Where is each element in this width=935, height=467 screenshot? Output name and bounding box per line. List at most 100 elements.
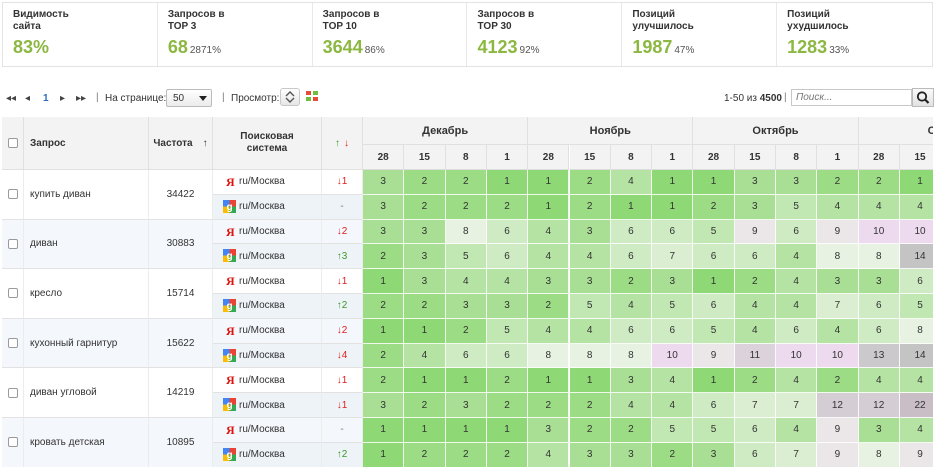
date-header[interactable]: 8 [610,145,653,170]
position-value: 4 [834,325,841,337]
date-header[interactable]: 15 [569,145,611,170]
arrow-down-icon: ↓ [336,275,342,287]
row-select-cell[interactable] [2,170,24,220]
row-select-cell[interactable] [2,418,24,467]
position-cell: 3 [528,269,570,294]
position-value: 4 [628,176,634,188]
row-checkbox[interactable] [7,338,18,349]
date-label: 15 [914,151,926,163]
position-cell: 4 [776,244,818,270]
row-select-cell[interactable] [2,269,24,319]
row-checkbox[interactable] [7,387,18,398]
date-header[interactable]: 1 [486,145,529,170]
position-cell: 3 [858,418,900,443]
position-cell: 22 [899,393,933,418]
column-header-search-engine[interactable]: Поисковая система [213,117,322,170]
position-value: 9 [834,449,841,461]
query-text: кресло [30,287,63,299]
date-header[interactable]: 28 [693,145,735,170]
date-header[interactable]: 1 [652,145,694,170]
google-icon: g [223,249,236,263]
position-cell: 1 [445,368,487,394]
position-value: 4 [917,424,923,436]
current-page[interactable]: 1 [43,93,49,104]
row-select-cell[interactable] [2,219,24,270]
date-header[interactable]: 28 [363,145,405,170]
date-header[interactable]: 28 [528,145,570,170]
select-all-cell[interactable] [2,117,24,170]
first-page-button[interactable]: ◂◂ [6,93,17,104]
position-value: 3 [793,176,799,188]
position-value: 2 [586,424,593,436]
search-button[interactable] [912,88,934,107]
position-value: 1 [545,374,552,386]
position-value: 5 [710,325,717,337]
row-select-cell[interactable] [2,368,24,418]
position-value: 7 [834,300,841,312]
yandex-icon: Я [226,224,235,239]
row-checkbox[interactable] [7,437,18,448]
arrow-up-icon: ↑ [335,137,340,149]
prev-page-button[interactable]: ◂ [25,93,31,104]
position-value: 3 [462,300,469,312]
column-header-change[interactable]: ↑ ↓ [322,117,363,170]
select-all-checkbox[interactable] [7,138,18,148]
position-value: 5 [462,250,469,262]
date-header[interactable]: 15 [404,145,446,170]
date-header[interactable]: 1 [817,145,859,170]
change-value: 1 [341,399,348,411]
position-value: 11 [749,349,761,361]
google-icon: g [223,447,236,461]
search-input[interactable] [791,89,912,106]
position-cell: 2 [569,393,611,418]
position-cell: 4 [734,318,776,344]
arrow-up-icon: ↑ [336,250,342,262]
column-header-query[interactable]: Запрос [24,117,149,170]
position-value: 6 [628,225,634,237]
position-value: 3 [752,201,758,213]
position-change-cell: ↓ 1 [322,269,363,294]
position-cell: 3 [363,393,405,418]
position-cell: 1 [610,194,653,220]
position-change-cell: ↓ 1 [322,170,363,195]
last-page-button[interactable]: ▸▸ [76,93,87,104]
google-icon: g [223,348,236,362]
next-page-button[interactable]: ▸ [60,93,66,104]
row-checkbox[interactable] [7,238,18,249]
position-change-cell: ↓ 4 [322,343,363,369]
date-header[interactable]: 8 [776,145,818,170]
position-value: 8 [917,325,923,337]
date-header[interactable]: 15 [899,145,933,170]
yandex-icon: Я [226,323,235,338]
position-value: 4 [793,250,799,262]
row-checkbox[interactable] [7,189,18,200]
position-cell: 5 [776,194,818,220]
position-cell: 2 [569,170,611,195]
arrow-down-icon: ↓ [336,374,342,386]
position-cell: 4 [610,294,653,319]
position-value: 2 [752,275,758,287]
row-checkbox[interactable] [7,288,18,299]
position-value: 2 [421,399,428,411]
row-select-cell[interactable] [2,318,24,369]
position-value: 9 [834,424,841,436]
position-cell: 6 [610,318,653,344]
position-value: 6 [504,349,510,361]
google-icon: g [223,299,236,312]
date-header[interactable]: 15 [734,145,776,170]
heatmap-view-icon[interactable] [305,90,319,102]
view-compact-button[interactable] [280,88,300,106]
region-label: ru/Москва [239,225,285,237]
position-cell: 6 [693,244,735,270]
position-value: 6 [504,225,510,237]
position-cell: 1 [486,418,529,443]
date-header[interactable]: 8 [445,145,487,170]
change-value: 3 [341,250,348,262]
date-header[interactable]: 28 [858,145,900,170]
stat-value-row: 1283 33% [787,37,932,58]
column-header-frequency[interactable]: Частота ↑ [149,117,213,170]
position-value: 22 [914,399,926,411]
position-value: 1 [669,201,676,213]
month-header: Декабрь [363,117,529,145]
per-page-select[interactable]: 50 [166,89,212,107]
